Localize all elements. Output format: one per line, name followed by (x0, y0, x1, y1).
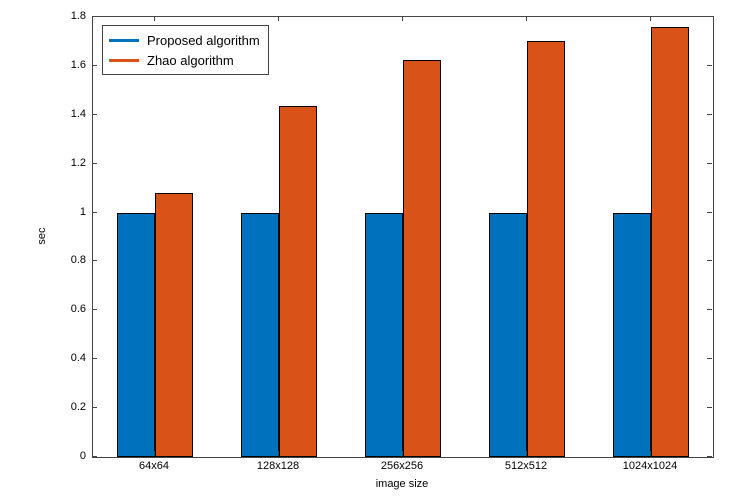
y-tick-label: 0.2 (54, 401, 86, 413)
legend-label: Zhao algorithm (147, 53, 234, 68)
bar-series0 (489, 213, 527, 457)
bar-series0 (241, 213, 279, 457)
x-tick-mark (278, 16, 279, 21)
y-tick-label: 0.6 (54, 303, 86, 315)
y-tick-label: 1.6 (54, 59, 86, 71)
legend-item: Zhao algorithm (109, 50, 260, 70)
y-tick-mark (92, 114, 97, 115)
x-tick-mark (154, 16, 155, 21)
x-tick-label: 1024x1024 (623, 460, 677, 472)
bar-series0 (365, 213, 403, 457)
bar-series1 (527, 41, 565, 457)
y-tick-mark (92, 16, 97, 17)
y-tick-label: 1.2 (54, 157, 86, 169)
y-tick-mark (707, 407, 712, 408)
y-tick-mark (707, 358, 712, 359)
x-tick-mark (526, 16, 527, 21)
y-tick-mark (707, 456, 712, 457)
y-tick-mark (707, 309, 712, 310)
y-tick-mark (92, 358, 97, 359)
y-tick-label: 0.8 (54, 254, 86, 266)
x-tick-mark (650, 16, 651, 21)
legend-swatch (109, 39, 139, 42)
y-tick-mark (92, 407, 97, 408)
y-tick-mark (92, 163, 97, 164)
legend-item: Proposed algorithm (109, 30, 260, 50)
y-tick-mark (707, 16, 712, 17)
x-tick-mark (278, 451, 279, 456)
bar-series1 (279, 106, 317, 457)
y-tick-mark (92, 309, 97, 310)
x-tick-label: 512x512 (505, 460, 547, 472)
y-tick-mark (707, 65, 712, 66)
x-tick-mark (526, 451, 527, 456)
x-axis-label: image size (376, 478, 429, 490)
legend-swatch (109, 59, 139, 62)
y-tick-mark (707, 260, 712, 261)
bar-series1 (651, 27, 689, 457)
y-tick-label: 0 (54, 450, 86, 462)
bar-series0 (613, 213, 651, 457)
y-tick-mark (707, 114, 712, 115)
plot-area (92, 16, 714, 458)
x-tick-mark (402, 16, 403, 21)
x-tick-label: 64x64 (139, 460, 169, 472)
y-tick-mark (92, 260, 97, 261)
y-tick-mark (707, 212, 712, 213)
y-axis-label: sec (36, 227, 48, 244)
legend: Proposed algorithm Zhao algorithm (102, 25, 269, 75)
y-tick-label: 0.4 (54, 352, 86, 364)
legend-label: Proposed algorithm (147, 33, 260, 48)
y-tick-mark (92, 456, 97, 457)
x-tick-mark (402, 451, 403, 456)
x-tick-label: 128x128 (257, 460, 299, 472)
y-tick-label: 1.8 (54, 10, 86, 22)
x-tick-label: 256x256 (381, 460, 423, 472)
y-tick-mark (92, 65, 97, 66)
bar-series1 (155, 193, 193, 457)
y-tick-mark (707, 163, 712, 164)
chart-container: sec image size Proposed algorithm Zhao al… (0, 0, 749, 500)
bar-series1 (403, 60, 441, 457)
y-tick-label: 1 (54, 206, 86, 218)
y-tick-mark (92, 212, 97, 213)
bar-series0 (117, 213, 155, 457)
y-tick-label: 1.4 (54, 108, 86, 120)
x-tick-mark (154, 451, 155, 456)
x-tick-mark (650, 451, 651, 456)
